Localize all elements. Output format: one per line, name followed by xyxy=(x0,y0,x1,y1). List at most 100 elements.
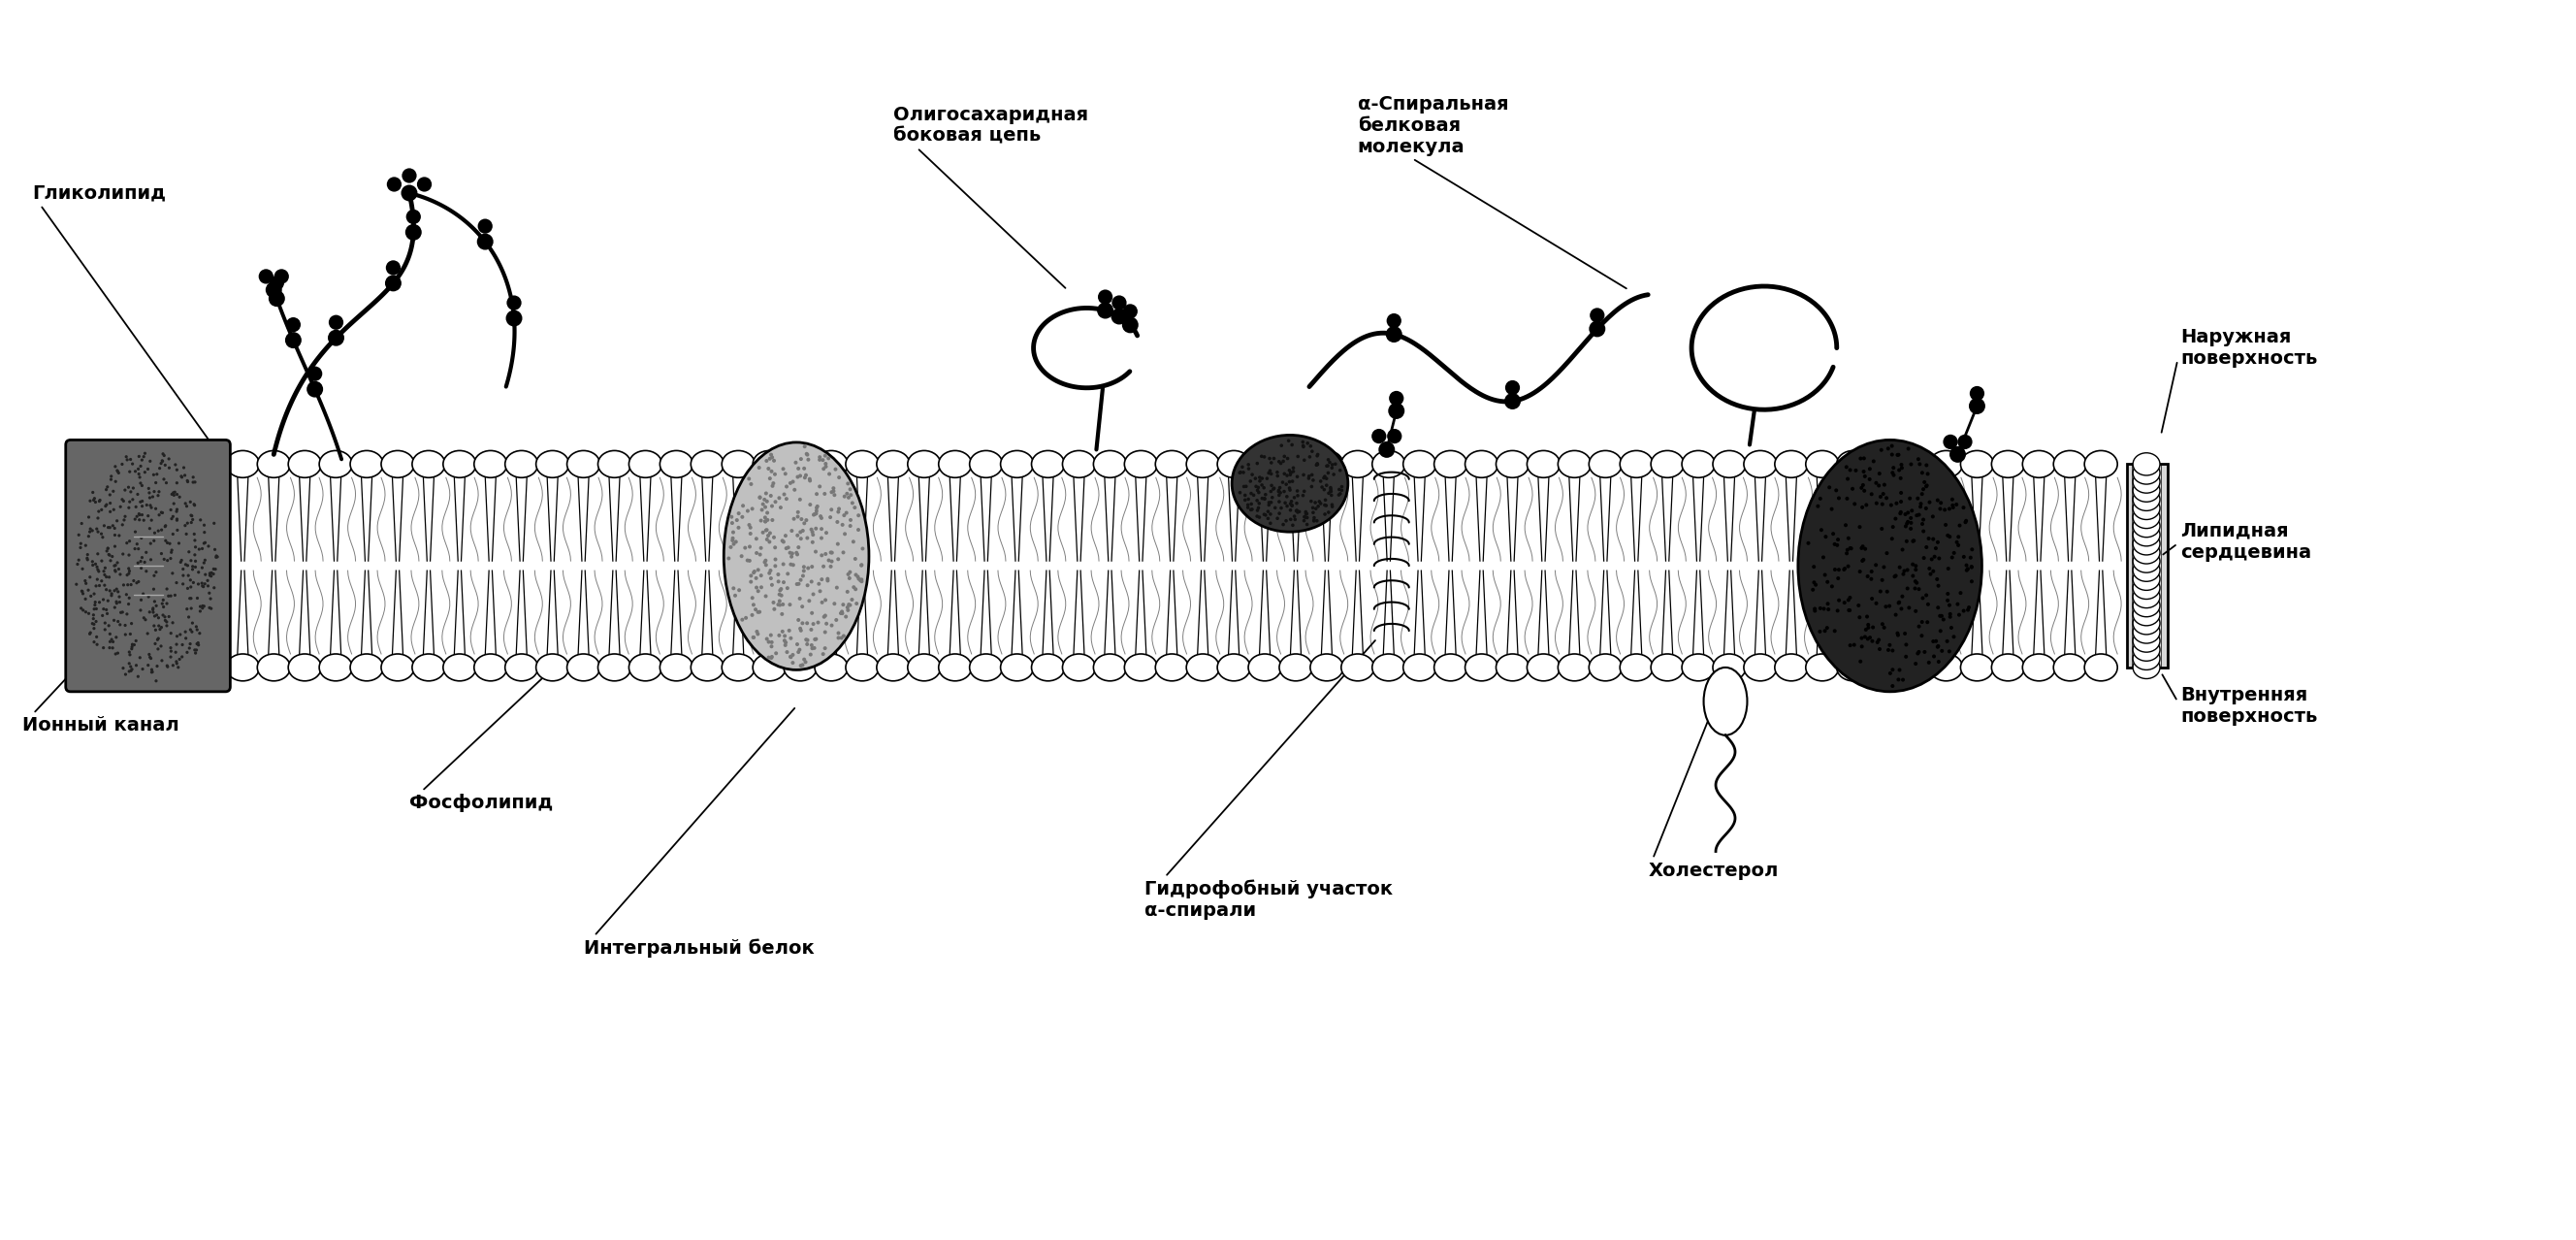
Circle shape xyxy=(88,527,93,531)
Circle shape xyxy=(191,621,193,625)
Circle shape xyxy=(770,453,773,456)
Circle shape xyxy=(113,508,116,511)
Circle shape xyxy=(103,584,106,587)
Circle shape xyxy=(770,640,773,644)
Circle shape xyxy=(113,527,116,529)
Circle shape xyxy=(768,572,770,575)
Circle shape xyxy=(742,503,744,507)
Circle shape xyxy=(93,640,95,644)
Circle shape xyxy=(88,589,90,591)
Circle shape xyxy=(1291,523,1296,527)
Circle shape xyxy=(152,671,155,673)
Circle shape xyxy=(111,637,113,641)
Circle shape xyxy=(845,492,850,496)
Circle shape xyxy=(1110,308,1128,325)
Circle shape xyxy=(103,629,106,631)
Circle shape xyxy=(175,508,178,511)
Circle shape xyxy=(778,496,781,500)
Circle shape xyxy=(1953,635,1955,639)
Circle shape xyxy=(95,552,100,556)
Circle shape xyxy=(1896,453,1901,456)
Circle shape xyxy=(806,642,809,646)
Ellipse shape xyxy=(505,653,538,681)
Circle shape xyxy=(1291,503,1293,507)
Circle shape xyxy=(1247,506,1249,510)
Circle shape xyxy=(734,539,737,544)
Circle shape xyxy=(1911,574,1914,578)
Circle shape xyxy=(1267,456,1273,460)
Circle shape xyxy=(1309,500,1314,503)
Circle shape xyxy=(799,647,801,652)
Circle shape xyxy=(1303,490,1306,494)
Circle shape xyxy=(747,559,752,563)
Circle shape xyxy=(183,563,188,567)
Circle shape xyxy=(845,605,850,609)
Circle shape xyxy=(183,474,185,477)
Circle shape xyxy=(796,642,799,646)
Circle shape xyxy=(165,559,170,562)
Circle shape xyxy=(1860,486,1862,490)
Circle shape xyxy=(1922,529,1924,533)
Circle shape xyxy=(822,458,824,463)
Circle shape xyxy=(1311,506,1314,510)
Circle shape xyxy=(103,608,106,610)
Ellipse shape xyxy=(2133,594,2159,616)
Circle shape xyxy=(1291,471,1293,474)
Circle shape xyxy=(157,647,160,651)
Circle shape xyxy=(162,454,165,458)
Circle shape xyxy=(1888,604,1891,608)
Circle shape xyxy=(1821,606,1826,611)
Circle shape xyxy=(88,632,90,635)
Ellipse shape xyxy=(1218,653,1249,681)
Circle shape xyxy=(93,622,95,626)
Circle shape xyxy=(832,494,837,497)
Circle shape xyxy=(1278,491,1283,495)
Circle shape xyxy=(824,646,827,650)
Circle shape xyxy=(204,562,206,564)
Circle shape xyxy=(93,618,95,620)
Circle shape xyxy=(760,546,762,549)
Circle shape xyxy=(837,510,840,513)
Circle shape xyxy=(744,616,747,620)
Circle shape xyxy=(840,611,845,615)
Circle shape xyxy=(1311,474,1314,476)
Circle shape xyxy=(747,544,752,548)
Circle shape xyxy=(1837,577,1839,580)
Circle shape xyxy=(1870,577,1873,582)
Circle shape xyxy=(142,484,144,487)
Circle shape xyxy=(121,584,126,587)
Circle shape xyxy=(155,642,157,645)
Circle shape xyxy=(783,644,788,647)
Circle shape xyxy=(811,593,814,596)
Circle shape xyxy=(93,498,95,502)
Circle shape xyxy=(129,651,131,653)
Circle shape xyxy=(1932,640,1935,644)
Circle shape xyxy=(817,485,822,489)
Circle shape xyxy=(1332,472,1334,476)
Circle shape xyxy=(806,621,809,625)
Circle shape xyxy=(1324,484,1329,487)
Circle shape xyxy=(860,578,863,582)
Circle shape xyxy=(768,476,773,480)
Circle shape xyxy=(1123,304,1139,319)
Circle shape xyxy=(1273,456,1275,460)
Circle shape xyxy=(824,454,827,458)
Circle shape xyxy=(126,613,129,615)
Ellipse shape xyxy=(2133,621,2159,644)
Circle shape xyxy=(196,641,201,645)
Circle shape xyxy=(796,553,799,557)
Circle shape xyxy=(770,583,773,587)
Circle shape xyxy=(1821,556,1826,559)
Ellipse shape xyxy=(258,653,291,681)
Circle shape xyxy=(124,515,126,518)
Circle shape xyxy=(139,501,142,503)
Circle shape xyxy=(765,637,768,641)
Ellipse shape xyxy=(721,653,755,681)
Circle shape xyxy=(762,558,768,563)
Circle shape xyxy=(193,553,196,557)
Circle shape xyxy=(1865,627,1868,631)
Circle shape xyxy=(211,572,214,574)
Circle shape xyxy=(1911,539,1914,543)
Circle shape xyxy=(1298,510,1301,513)
Circle shape xyxy=(1862,489,1865,492)
